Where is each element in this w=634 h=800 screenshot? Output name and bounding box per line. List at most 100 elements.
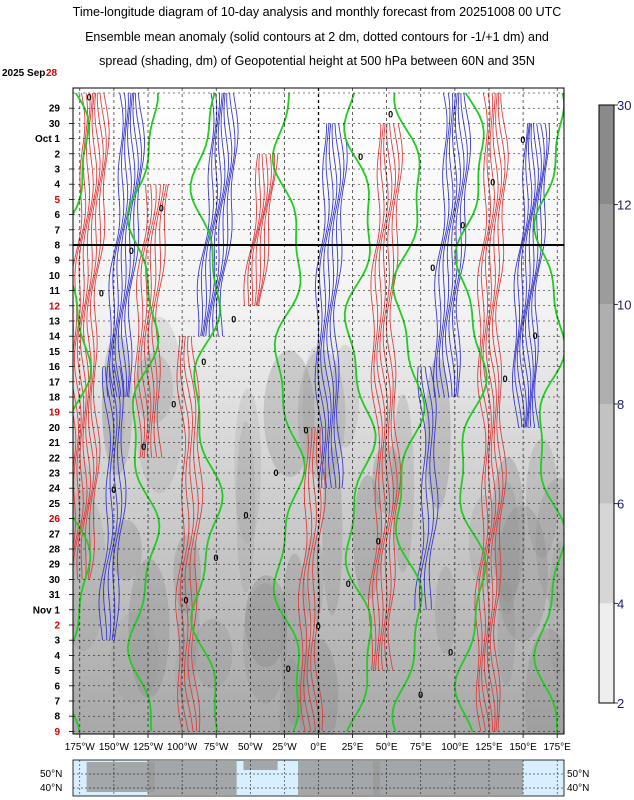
colorbar-segment [599, 304, 614, 404]
y-tick-label: 27 [49, 529, 61, 540]
anomaly-contour [73, 92, 91, 555]
y-tick-label: 15 [49, 347, 61, 358]
contour-label: 0 [111, 485, 116, 495]
y-tick-label: 24 [49, 484, 61, 495]
spread-blob [496, 505, 548, 642]
anomaly-contour [87, 92, 107, 580]
anomaly-contour [384, 123, 400, 671]
map-lat-label: 50°N [40, 769, 62, 780]
anomaly-contour [534, 123, 550, 428]
anomaly-contour [183, 336, 195, 732]
map-land [243, 760, 278, 770]
y-tick-label: 17 [49, 377, 61, 388]
y-tick-label: 30 [49, 575, 61, 586]
colorbar-label: 8 [617, 397, 624, 412]
contour-label: 0 [358, 152, 363, 162]
spread-blob [435, 566, 457, 654]
y-tick-label: 13 [49, 317, 61, 328]
y-tick-label: 23 [49, 469, 61, 480]
x-tick-label: 125°E [475, 742, 503, 753]
x-tick-label: 175°W [65, 742, 96, 753]
anomaly-contour [419, 366, 430, 610]
spread-blob [110, 611, 159, 704]
anomaly-contour [428, 366, 439, 610]
contour-label: 0 [520, 135, 525, 145]
contour-label: 0 [490, 178, 495, 188]
anomaly-contour [317, 123, 330, 489]
contour-label: 0 [448, 647, 453, 657]
y-tick-label: 19 [49, 408, 61, 419]
anomaly-contour [522, 123, 539, 428]
anomaly-contour [297, 427, 309, 732]
spread-blob [548, 541, 564, 683]
spread-blob [244, 575, 288, 668]
x-tick-label: 50°E [376, 742, 398, 753]
anomaly-contour [531, 123, 548, 428]
anomaly-contour [203, 92, 223, 337]
anomaly-contour [474, 92, 488, 732]
colorbar-label: 10 [617, 297, 631, 312]
map-lat-label: 40°N [40, 783, 62, 794]
spread-blob [177, 552, 200, 681]
colorbar-segment [599, 105, 614, 205]
colorbar-label: 2 [617, 696, 624, 711]
anomaly-contour [314, 123, 328, 489]
x-tick-label: 150°W [99, 742, 130, 753]
colorbar-label: 30 [617, 98, 631, 113]
colorbar-segment [599, 404, 614, 504]
y-tick-label: 26 [49, 514, 61, 525]
y-tick-label: 31 [49, 590, 61, 601]
y-tick-label: 7 [54, 225, 60, 236]
spread-blob [497, 581, 516, 686]
contour-label: 0 [503, 374, 508, 384]
y-tick-label: Nov 1 [33, 605, 61, 616]
contour-label: 0 [304, 426, 309, 436]
y-tick-label: 28 [49, 545, 61, 556]
anomaly-contour [76, 92, 98, 580]
y-tick-label: 4 [54, 651, 60, 662]
y-tick-label: 28 [46, 68, 58, 79]
spread-blob [524, 628, 564, 734]
y-tick-label: 25 [49, 499, 61, 510]
map-land [148, 760, 237, 796]
contour-label: 0 [460, 220, 465, 230]
y-tick-label: 3 [54, 636, 60, 647]
spread-blob [322, 447, 343, 616]
title-line-3: spread (shading, dm) of Geopotential hei… [99, 54, 535, 68]
map-lat-label: 50°N [567, 769, 589, 780]
colorbar-label: 6 [617, 497, 624, 512]
colorbar-label: 12 [617, 198, 631, 213]
contour-label: 0 [141, 442, 146, 452]
spread-blob [236, 421, 256, 593]
x-tick-label: 100°W [167, 742, 198, 753]
y-tick-label: 30 [49, 119, 61, 130]
anomaly-contour [306, 427, 317, 732]
y-tick-label: 6 [54, 681, 60, 692]
contour-label: 0 [171, 400, 176, 410]
contour-label: 0 [274, 468, 279, 478]
contour-label: 0 [376, 536, 381, 546]
spread-blob [526, 438, 558, 559]
colorbar-segment [599, 503, 614, 604]
y-tick-label: 16 [49, 362, 61, 373]
spread-blob [263, 350, 315, 477]
anomaly-contour [255, 153, 272, 306]
x-tick-label: 75°E [410, 742, 432, 753]
contour-label: 0 [87, 93, 92, 103]
spread-blob [73, 490, 107, 652]
y-tick-label: 11 [49, 286, 60, 297]
anomaly-contour [89, 92, 110, 580]
anomaly-contour [243, 153, 259, 306]
x-tick-label: 150°E [509, 742, 537, 753]
anomaly-contour [380, 123, 397, 671]
anomaly-contour [200, 92, 218, 337]
y-tick-label: 3 [54, 165, 60, 176]
x-tick-label: 75°W [204, 742, 229, 753]
x-tick-label: 0°E [310, 742, 327, 753]
contour-label: 0 [129, 246, 134, 256]
y-tick-label: 22 [49, 453, 61, 464]
y-tick-label: 8 [54, 712, 60, 723]
map-lat-label: 40°N [567, 783, 589, 794]
x-tick-label: 125°W [133, 742, 164, 753]
y-tick-label: 5 [54, 195, 60, 206]
